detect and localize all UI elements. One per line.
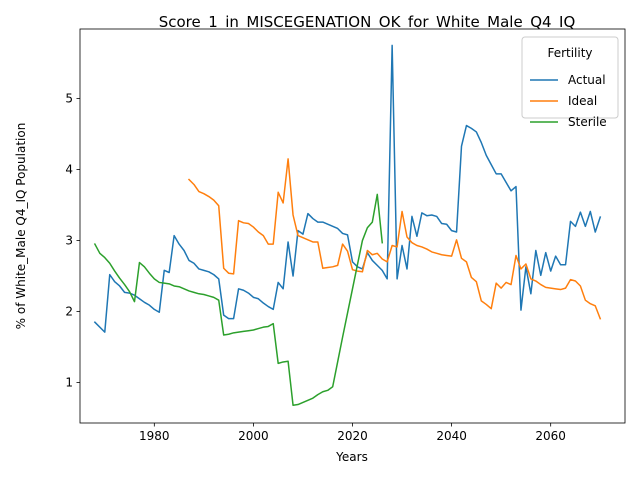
- legend-title: Fertility: [547, 46, 592, 60]
- legend-label-sterile: Sterile: [568, 115, 607, 129]
- x-tick-label: 2000: [238, 429, 269, 443]
- x-tick-label: 2020: [337, 429, 368, 443]
- legend-label-ideal: Ideal: [568, 94, 597, 108]
- y-tick-label: 4: [65, 163, 73, 177]
- y-tick-label: 3: [65, 234, 73, 248]
- x-tick-label: 1980: [139, 429, 170, 443]
- x-tick-label: 2040: [436, 429, 467, 443]
- y-tick-label: 5: [65, 92, 73, 106]
- legend: Fertility Actual Ideal Sterile: [522, 37, 618, 129]
- legend-label-actual: Actual: [568, 73, 606, 87]
- x-tick-label: 2060: [535, 429, 566, 443]
- x-axis-label: Years: [335, 450, 368, 464]
- y-tick-label: 1: [65, 376, 73, 390]
- y-axis-label: % of White_Male Q4_IQ Population: [14, 123, 28, 330]
- y-tick-label: 2: [65, 305, 73, 319]
